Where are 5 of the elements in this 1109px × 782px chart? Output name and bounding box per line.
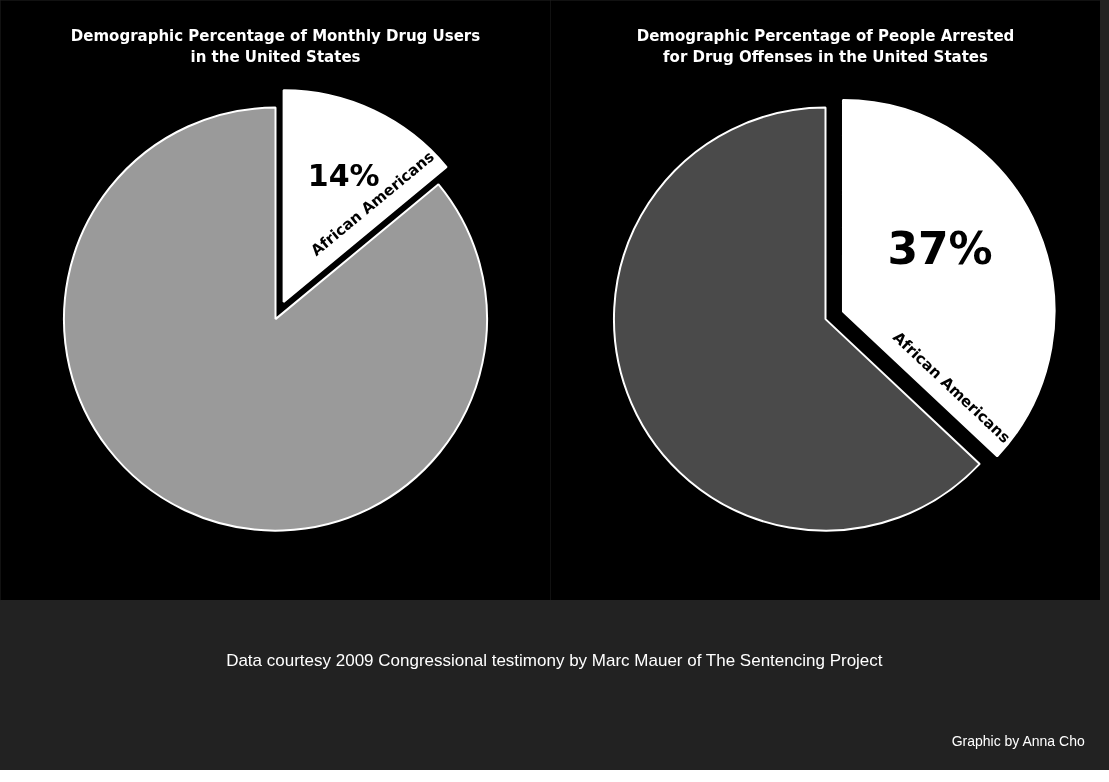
text: Data courtesy 2009 Congressional testimony by Marc Mauer of The Sentencing Project: [226, 651, 883, 670]
data-label: 37%: [887, 222, 993, 274]
chart-title: Demographic Percentage of People Arrested for Drug Offenses in the United States: [636, 26, 1015, 66]
chart-title: Demographic Percentage of Monthly Drug Users in the United States: [70, 26, 481, 66]
text: Graphic by Anna Cho: [951, 732, 1085, 749]
